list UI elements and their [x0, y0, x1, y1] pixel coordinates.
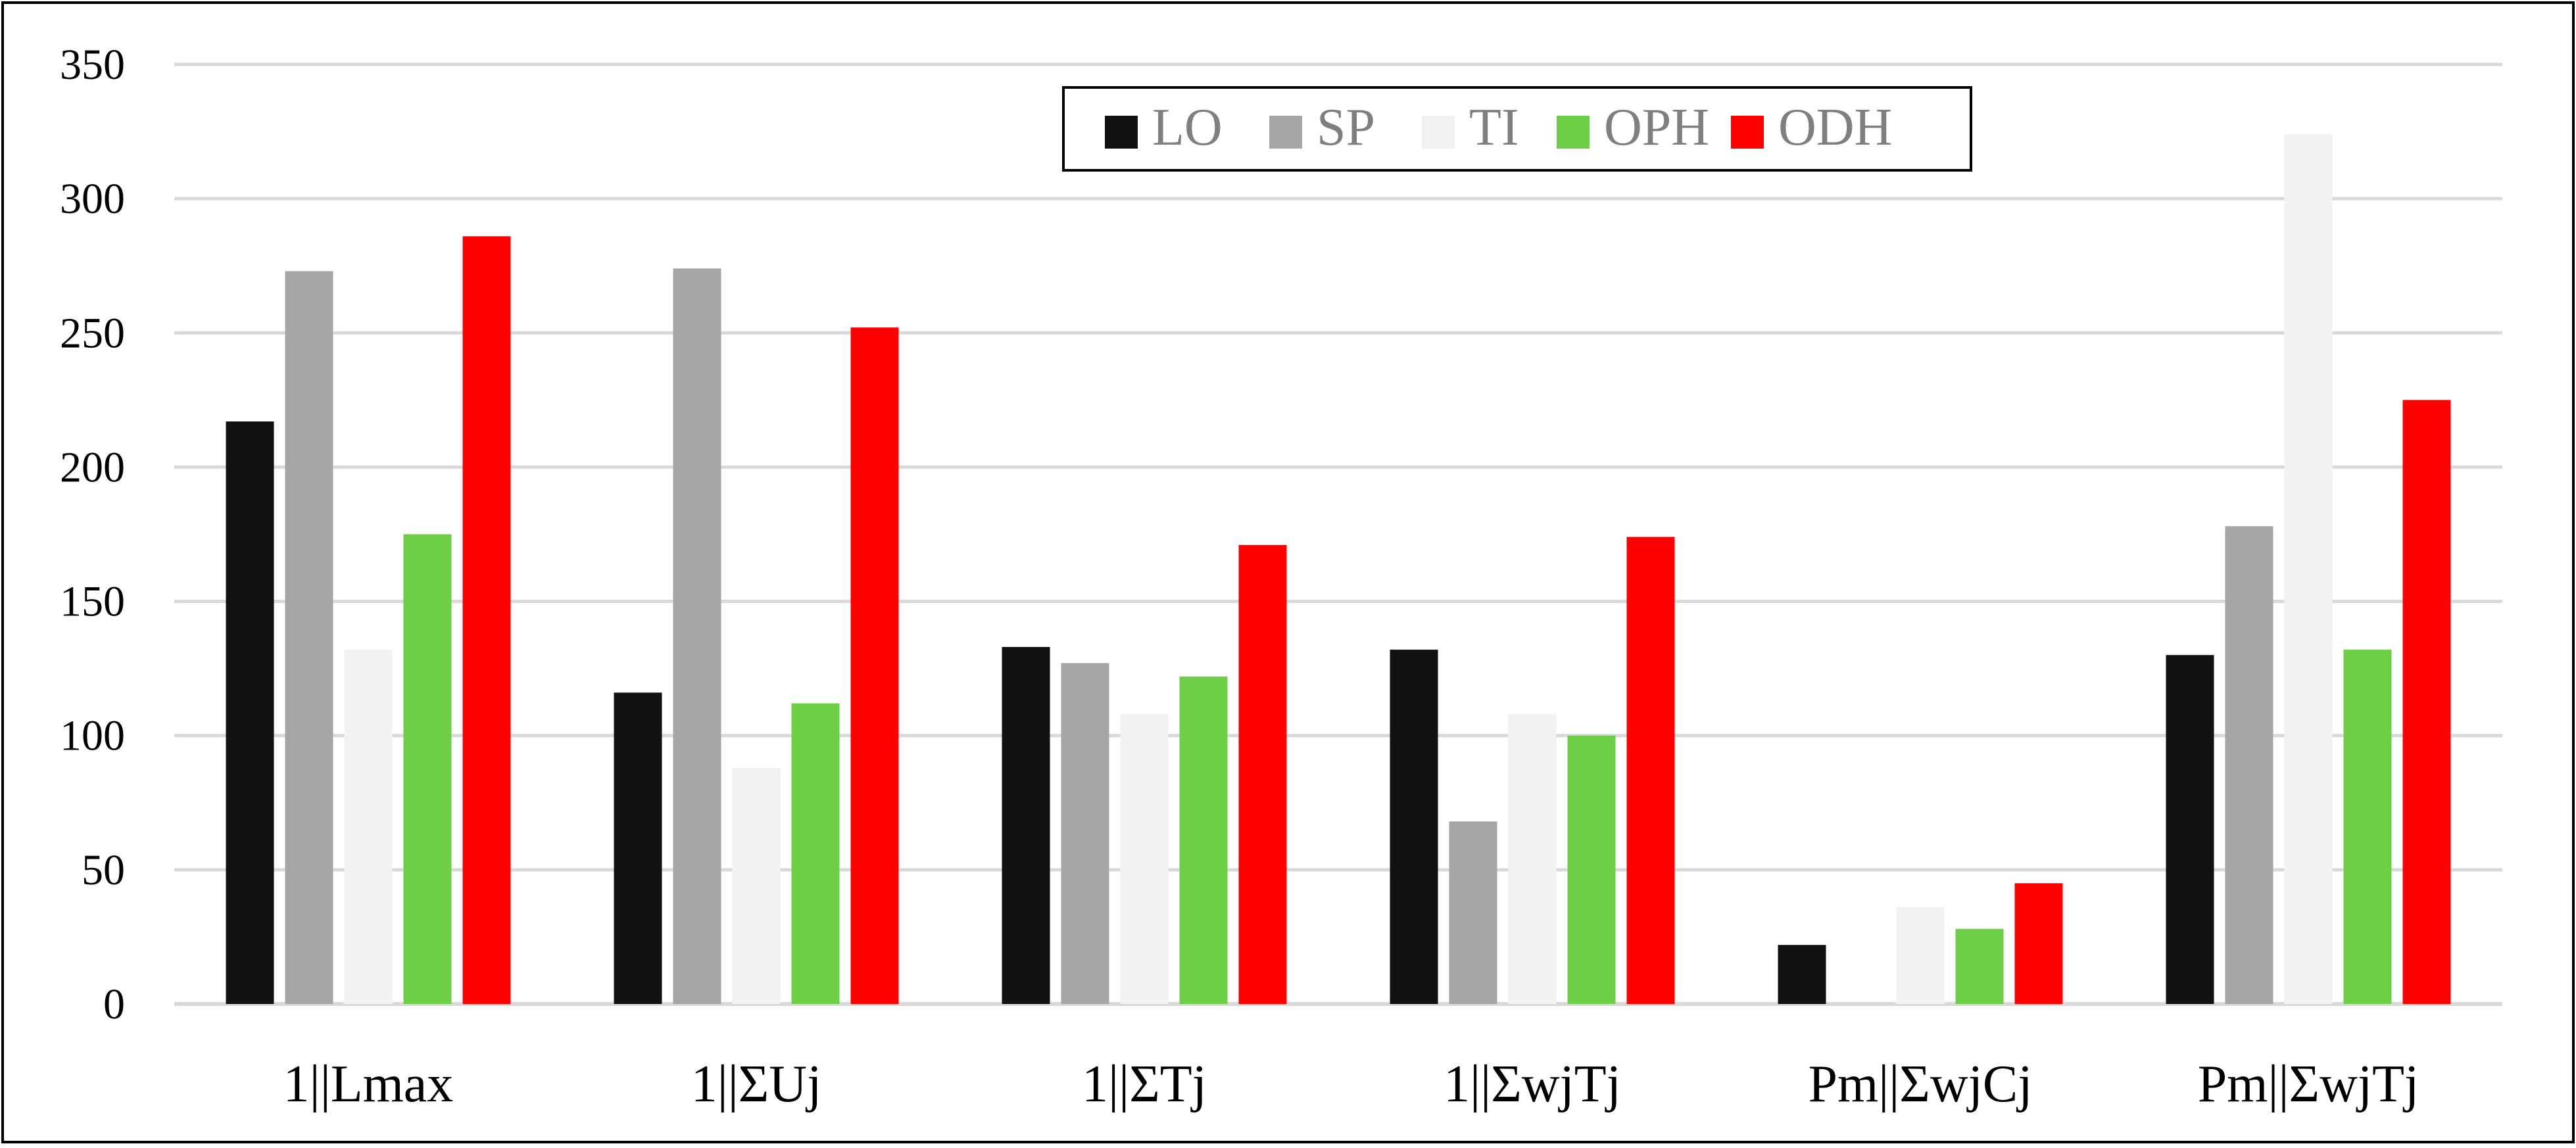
bar-odh-4	[2014, 883, 2063, 1004]
legend-box	[1062, 86, 1972, 172]
bar-lo-0	[226, 421, 274, 1004]
bar-oph-2	[1179, 676, 1228, 1004]
bar-ti-2	[1120, 714, 1169, 1004]
bar-sp-5	[2225, 526, 2273, 1004]
bar-sp-0	[285, 271, 333, 1004]
bars	[226, 134, 2451, 1005]
gridlines	[174, 62, 2502, 1006]
bar-oph-1	[791, 703, 840, 1004]
legend-item-odh: ODH	[1731, 99, 1892, 156]
bar-odh-5	[2402, 400, 2451, 1004]
bar-sp-1	[673, 268, 721, 1005]
legend-label: TI	[1469, 99, 1519, 156]
x-axis-ticks: 1||Lmax 1||ΣUj 1||ΣTj 1||ΣwjTj Pm||ΣwjCj Pm||…	[283, 1055, 2419, 1113]
bar-lo-4	[1778, 945, 1826, 1004]
bar-oph-5	[2343, 650, 2392, 1004]
bar-ti-5	[2284, 134, 2333, 1004]
legend-item-ti: TI	[1422, 99, 1519, 156]
x-tick-label: 1||ΣUj	[691, 1055, 822, 1113]
y-tick-label: 200	[60, 443, 125, 491]
bar-odh-0	[462, 236, 511, 1004]
legend-swatch	[1422, 116, 1455, 149]
y-tick-label: 50	[82, 846, 125, 894]
x-tick-label: Pm||ΣwjCj	[1809, 1055, 2033, 1113]
legend-swatch	[1269, 116, 1302, 149]
legend-label: OPH	[1604, 99, 1709, 156]
legend-item-lo: LO	[1105, 99, 1223, 156]
x-tick-label: 1||Lmax	[283, 1055, 454, 1113]
bar-odh-2	[1238, 544, 1287, 1004]
bar-lo-5	[2166, 655, 2214, 1004]
y-tick-label: 350	[60, 41, 125, 89]
y-axis-ticks: 0 50 100 150 200 250 300 350	[60, 41, 125, 1028]
legend-swatch	[1105, 116, 1138, 149]
bar-ti-4	[1896, 907, 1945, 1004]
bar-ti-1	[732, 767, 781, 1004]
bar-lo-1	[614, 692, 662, 1004]
bar-sp-3	[1449, 821, 1497, 1004]
legend-label: ODH	[1778, 99, 1892, 156]
y-tick-label: 0	[103, 980, 125, 1028]
bar-odh-3	[1626, 537, 1675, 1004]
bar-lo-3	[1390, 650, 1438, 1004]
bar-lo-2	[1002, 646, 1050, 1004]
legend-label: LO	[1152, 99, 1223, 156]
y-tick-label: 150	[60, 578, 125, 626]
legend-swatch	[1557, 116, 1590, 149]
legend-item-oph: OPH	[1557, 99, 1709, 156]
bar-oph-4	[1955, 928, 2004, 1004]
y-tick-label: 300	[60, 175, 125, 223]
x-tick-label: 1||ΣTj	[1082, 1055, 1207, 1113]
legend-swatch	[1731, 116, 1764, 149]
legend: LO SP TI OPH ODH	[1062, 86, 1972, 172]
y-tick-label: 100	[60, 712, 125, 760]
bar-odh-1	[850, 327, 899, 1004]
legend-label: SP	[1317, 99, 1375, 156]
bar-ti-0	[344, 650, 393, 1004]
bar-oph-0	[403, 534, 452, 1004]
x-tick-label: Pm||ΣwjTj	[2198, 1055, 2419, 1113]
y-tick-label: 250	[60, 309, 125, 357]
bar-ti-3	[1508, 714, 1557, 1004]
bar-sp-2	[1061, 663, 1109, 1004]
bar-oph-3	[1567, 735, 1616, 1004]
legend-item-sp: SP	[1269, 99, 1375, 156]
x-tick-label: 1||ΣwjTj	[1444, 1055, 1621, 1113]
